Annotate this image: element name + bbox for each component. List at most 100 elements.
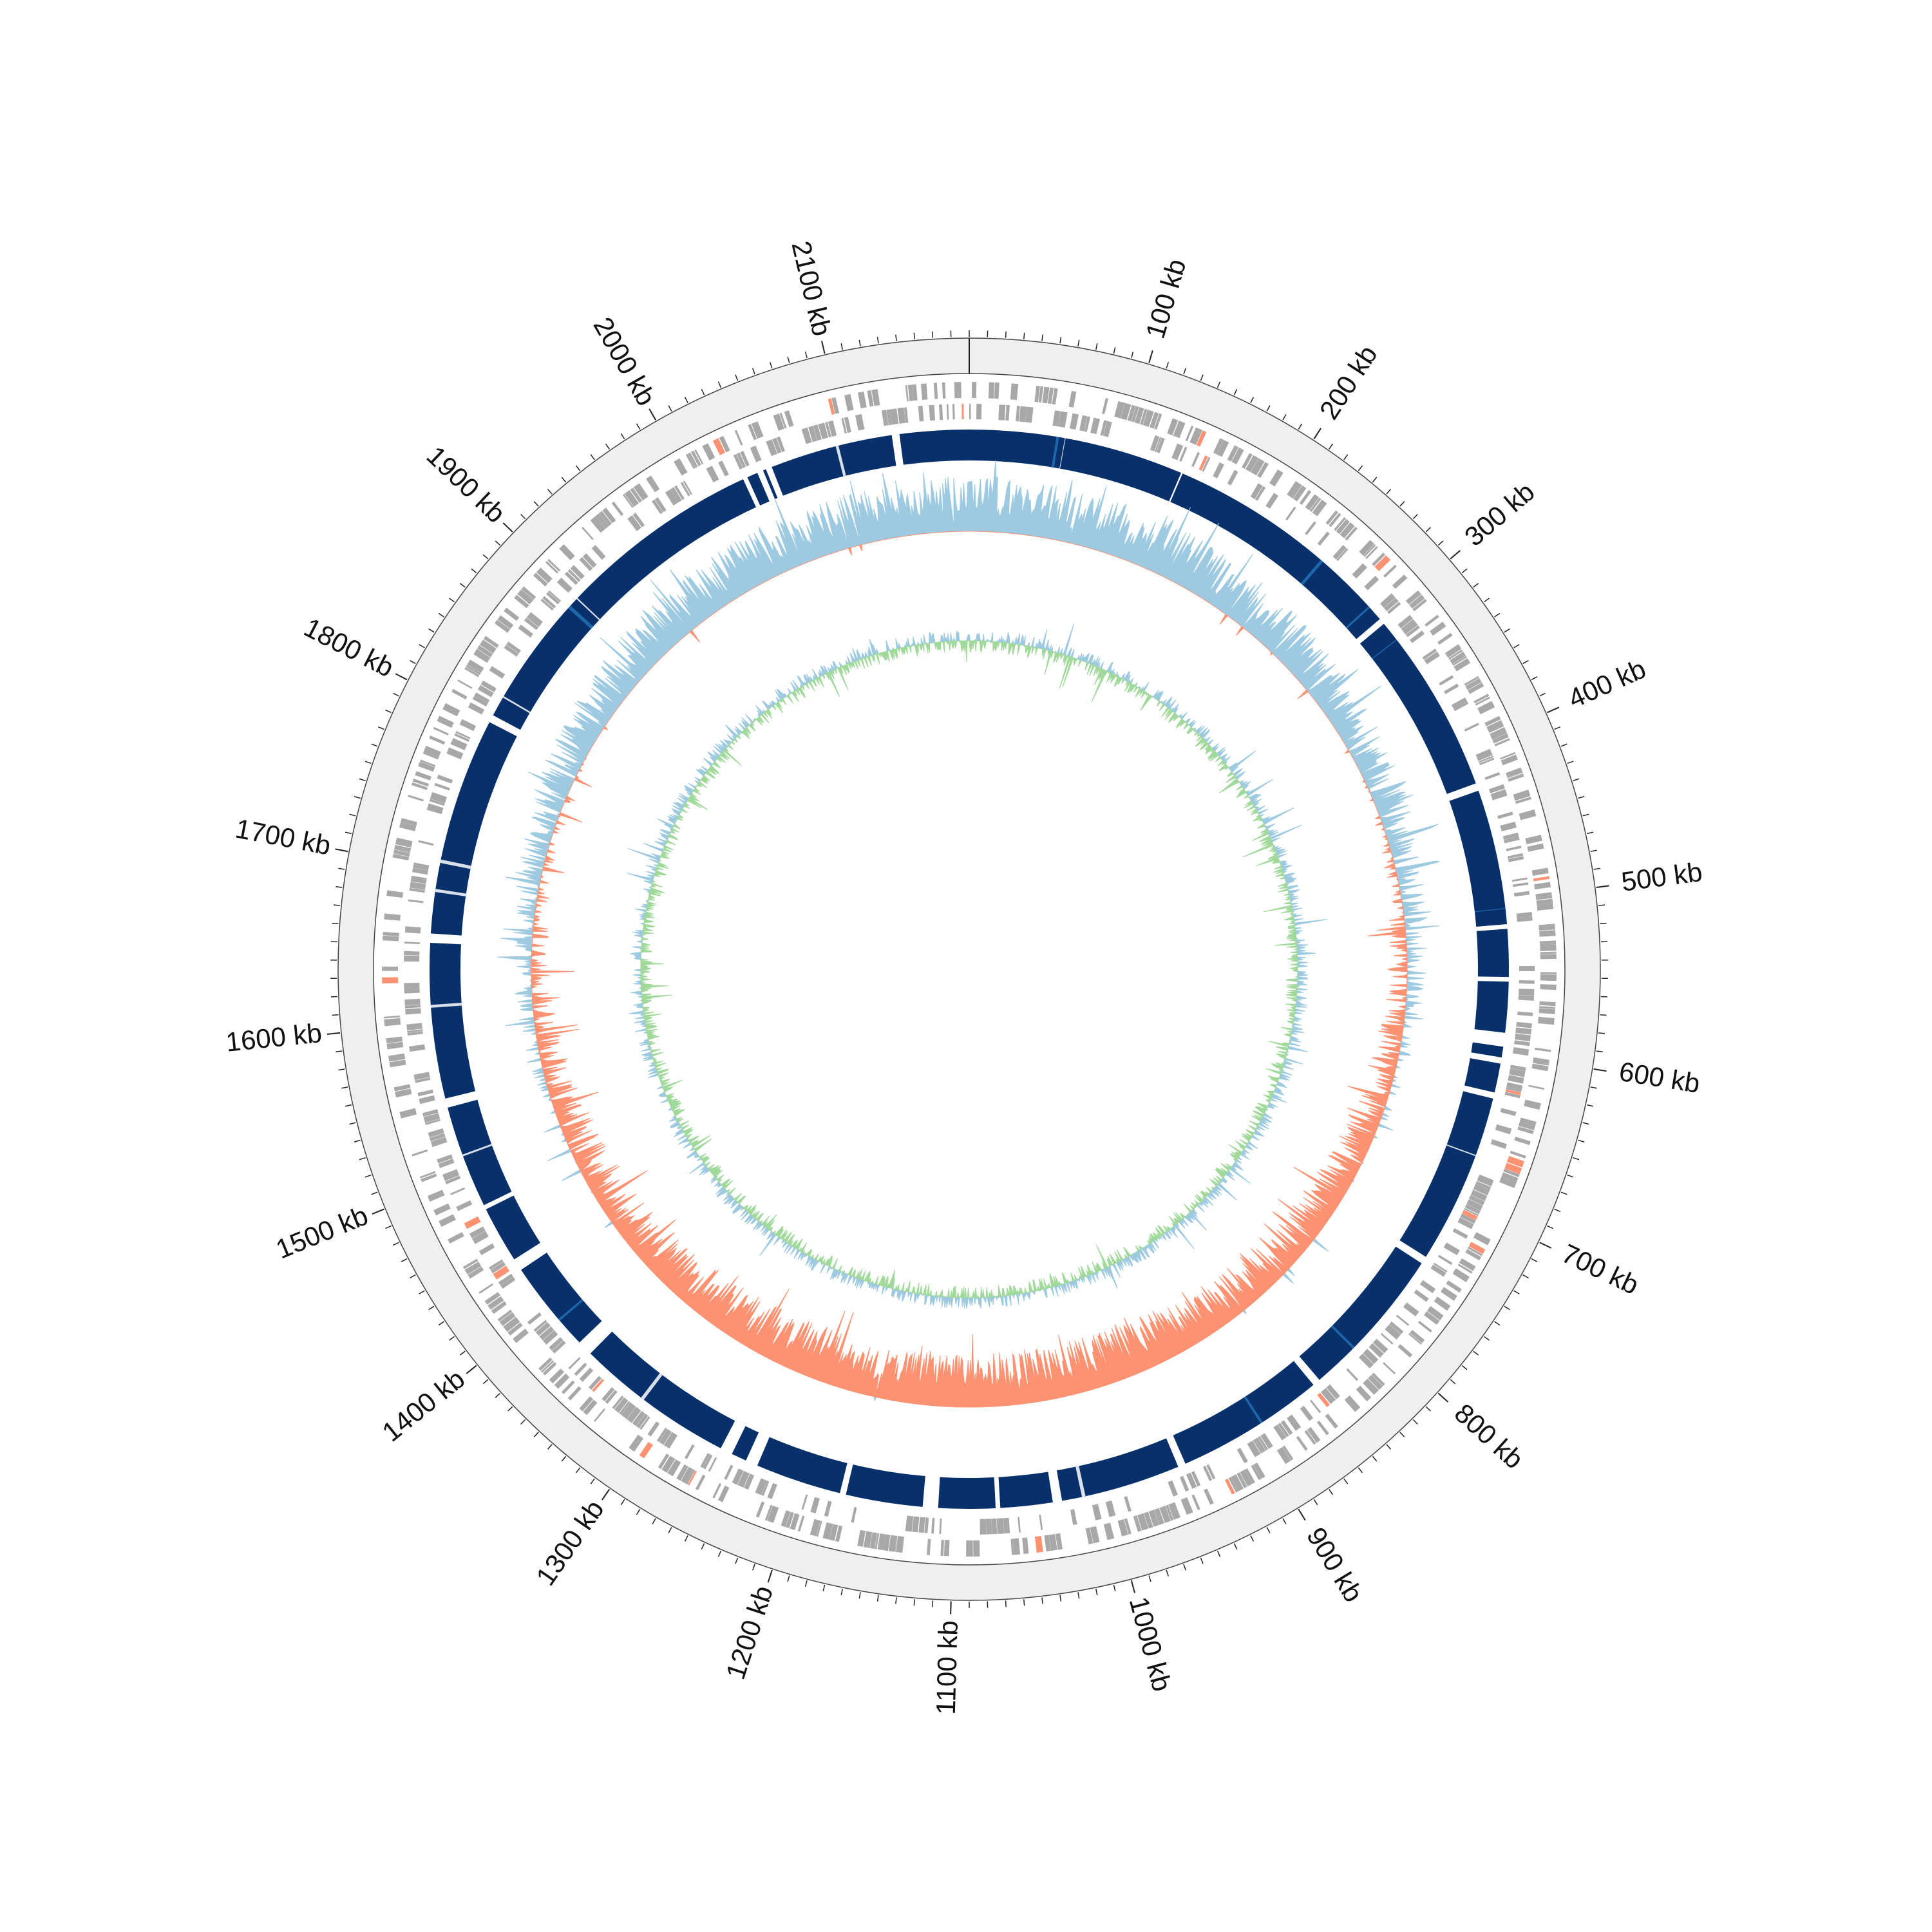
cds-feature — [790, 1513, 800, 1530]
cds-feature — [418, 840, 434, 846]
cds-feature — [1450, 651, 1466, 665]
cds-feature — [1539, 1006, 1556, 1009]
cds-feature — [1010, 383, 1019, 401]
cds-feature — [1305, 494, 1320, 511]
cds-feature — [1186, 1472, 1197, 1489]
minor-tick — [495, 540, 500, 546]
minor-tick — [354, 1139, 361, 1142]
cds-feature — [961, 404, 964, 420]
cds-feature — [404, 982, 420, 989]
cds-feature — [744, 1473, 755, 1490]
cds-feature — [386, 1036, 403, 1044]
minor-tick — [482, 554, 489, 560]
cds-feature — [1048, 1533, 1057, 1551]
cds-feature — [417, 1089, 433, 1097]
minor-tick — [1077, 339, 1080, 346]
cds-feature — [1426, 1306, 1444, 1321]
minor-tick — [1596, 1050, 1603, 1053]
minor-tick — [349, 813, 356, 817]
cds-feature — [1538, 1016, 1555, 1025]
cds-feature — [1452, 1228, 1468, 1239]
cds-feature — [929, 404, 936, 421]
cds-feature — [808, 426, 818, 442]
cds-feature — [888, 1535, 898, 1552]
cds-feature — [1359, 540, 1375, 556]
cds-feature — [670, 487, 682, 502]
cds-feature — [386, 890, 404, 898]
minor-tick — [1233, 388, 1238, 395]
cds-feature — [1236, 1448, 1248, 1463]
cds-feature — [1424, 651, 1440, 665]
cds-feature — [408, 795, 424, 802]
block-segment — [1244, 1396, 1263, 1424]
cds-feature — [1506, 767, 1523, 779]
homology-block — [938, 1477, 996, 1510]
block-segment — [1372, 639, 1397, 659]
cds-feature — [1100, 420, 1107, 436]
cds-feature — [736, 452, 746, 468]
homology-block — [493, 479, 757, 730]
cds-feature — [1392, 574, 1408, 589]
cds-feature — [954, 382, 961, 399]
cds-feature — [579, 1396, 594, 1412]
tick-label: 700 kb — [1557, 1238, 1643, 1300]
minor-tick — [507, 1406, 513, 1412]
cds-feature — [718, 460, 729, 477]
cds-feature — [681, 1466, 694, 1484]
cds-feature — [568, 1357, 581, 1370]
cds-feature — [1010, 1539, 1014, 1555]
cds-feature — [835, 1525, 843, 1542]
cds-feature — [828, 398, 835, 415]
minor-tick — [1250, 1535, 1255, 1542]
cds-feature — [1397, 614, 1414, 629]
cds-feature — [477, 645, 493, 658]
cds-feature — [1510, 1065, 1526, 1072]
minor-tick — [1059, 1595, 1062, 1602]
cds-feature — [438, 1158, 455, 1168]
minor-tick — [590, 1478, 595, 1484]
cds-feature — [412, 779, 430, 787]
cds-feature — [1191, 1471, 1201, 1487]
major-tick — [649, 408, 656, 421]
cds-feature — [748, 424, 757, 440]
minor-tick — [1461, 568, 1468, 574]
cds-feature — [1515, 1027, 1532, 1035]
cds-feature — [659, 1429, 672, 1445]
cds-feature — [582, 526, 594, 540]
cds-feature — [986, 1519, 992, 1535]
tick-label: 800 kb — [1449, 1397, 1530, 1474]
cds-feature — [1457, 1217, 1474, 1229]
minor-tick — [1372, 1455, 1378, 1462]
cds-feature — [382, 977, 399, 984]
cds-feature — [521, 586, 536, 600]
cds-feature — [456, 1200, 473, 1211]
minor-tick — [1282, 1518, 1287, 1524]
cds-feature — [497, 1309, 513, 1321]
minor-tick — [668, 405, 672, 412]
tick-label: 1900 kb — [421, 440, 511, 528]
cds-feature — [541, 1360, 554, 1373]
minor-tick — [338, 1068, 345, 1071]
cds-feature — [1531, 1063, 1549, 1072]
cds-feature — [1121, 402, 1132, 421]
cds-feature — [1509, 1068, 1526, 1077]
major-tick — [1313, 428, 1321, 440]
cds-feature — [1516, 1021, 1532, 1028]
cds-feature — [466, 665, 481, 676]
minor-tick — [636, 423, 641, 430]
gc-content-negative — [639, 640, 1298, 1298]
cds-feature — [1397, 1344, 1413, 1358]
cds-feature — [998, 404, 1006, 421]
cds-feature — [1282, 1445, 1294, 1461]
cds-feature — [404, 998, 421, 1006]
minor-tick — [438, 612, 444, 618]
minor-tick — [1598, 1032, 1605, 1034]
major-tick — [1547, 706, 1560, 714]
cds-feature — [409, 887, 425, 893]
minor-tick — [1567, 1174, 1574, 1178]
cds-feature — [1383, 564, 1397, 578]
cds-feature — [498, 1273, 513, 1285]
cds-feature — [1336, 548, 1349, 562]
cds-feature — [419, 1171, 436, 1179]
cds-feature — [1305, 521, 1317, 535]
